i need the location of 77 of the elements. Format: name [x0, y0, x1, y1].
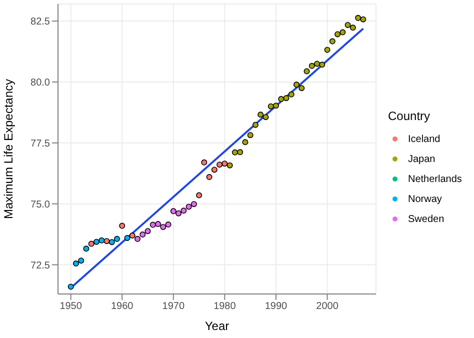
point: [88, 240, 94, 247]
point: [201, 159, 208, 166]
point: [140, 232, 146, 238]
point: [355, 14, 362, 21]
point: [278, 96, 284, 102]
x-tick-label: 1960: [110, 301, 134, 312]
point: [226, 162, 233, 168]
point: [72, 260, 79, 267]
y-tick-label: 77.5: [30, 138, 50, 150]
point: [344, 22, 351, 28]
point: [294, 82, 300, 88]
y-tick-label: 75.0: [30, 199, 50, 210]
legend-title: Country: [388, 109, 432, 123]
legend-label: Iceland: [408, 134, 440, 144]
point: [272, 102, 279, 109]
point: [268, 103, 274, 110]
point: [232, 149, 238, 156]
point: [78, 258, 84, 264]
point: [124, 234, 130, 241]
point: [237, 149, 244, 156]
point: [190, 201, 197, 208]
point: [283, 95, 290, 102]
legend-label: Japan: [408, 154, 436, 164]
point: [211, 166, 218, 173]
point: [165, 222, 172, 228]
point: [252, 122, 258, 128]
point: [329, 38, 336, 44]
y-tick-label: 82.5: [30, 16, 50, 28]
point: [288, 91, 294, 98]
x-tick-label: 1990: [264, 301, 288, 312]
y-tick-label: 72.5: [30, 260, 50, 272]
point: [206, 174, 212, 180]
point: [155, 221, 162, 228]
point: [304, 68, 310, 74]
legend-label: Netherlands: [408, 174, 462, 184]
point: [150, 222, 156, 228]
point: [129, 232, 136, 239]
point: [258, 112, 264, 118]
point: [360, 16, 366, 22]
point: [114, 236, 120, 242]
point: [104, 238, 110, 244]
x-tick-label: 1980: [214, 301, 236, 312]
x-axis-title: Year: [204, 319, 230, 333]
point: [160, 224, 166, 230]
point: [340, 29, 346, 36]
point: [68, 284, 74, 290]
point: [242, 139, 248, 146]
point: [350, 24, 356, 31]
x-tick-label: 1950: [60, 301, 82, 312]
point: [314, 60, 320, 67]
x-tick-label: 2000: [316, 301, 339, 312]
point: [119, 222, 126, 229]
point: [222, 160, 228, 167]
point: [83, 246, 90, 252]
point: [108, 239, 115, 246]
point: [308, 62, 315, 69]
x-tick-label: 1970: [162, 301, 185, 312]
point: [324, 46, 330, 53]
point: [176, 210, 182, 216]
point: [247, 132, 254, 138]
point: [334, 31, 341, 38]
y-tick-label: 80.0: [30, 78, 50, 89]
y-axis-title: Maximum Life Expectancy: [1, 78, 16, 220]
point: [262, 114, 269, 120]
legend-label: Sweden: [408, 214, 444, 224]
point: [298, 85, 305, 92]
point: [186, 204, 192, 210]
point: [134, 236, 140, 242]
point: [196, 192, 202, 198]
point: [98, 237, 105, 244]
point: [144, 228, 151, 234]
point: [93, 238, 100, 245]
point: [216, 162, 223, 168]
legend-label: Norway: [408, 194, 442, 204]
point: [170, 208, 176, 214]
point: [319, 62, 326, 68]
point: [180, 208, 187, 214]
